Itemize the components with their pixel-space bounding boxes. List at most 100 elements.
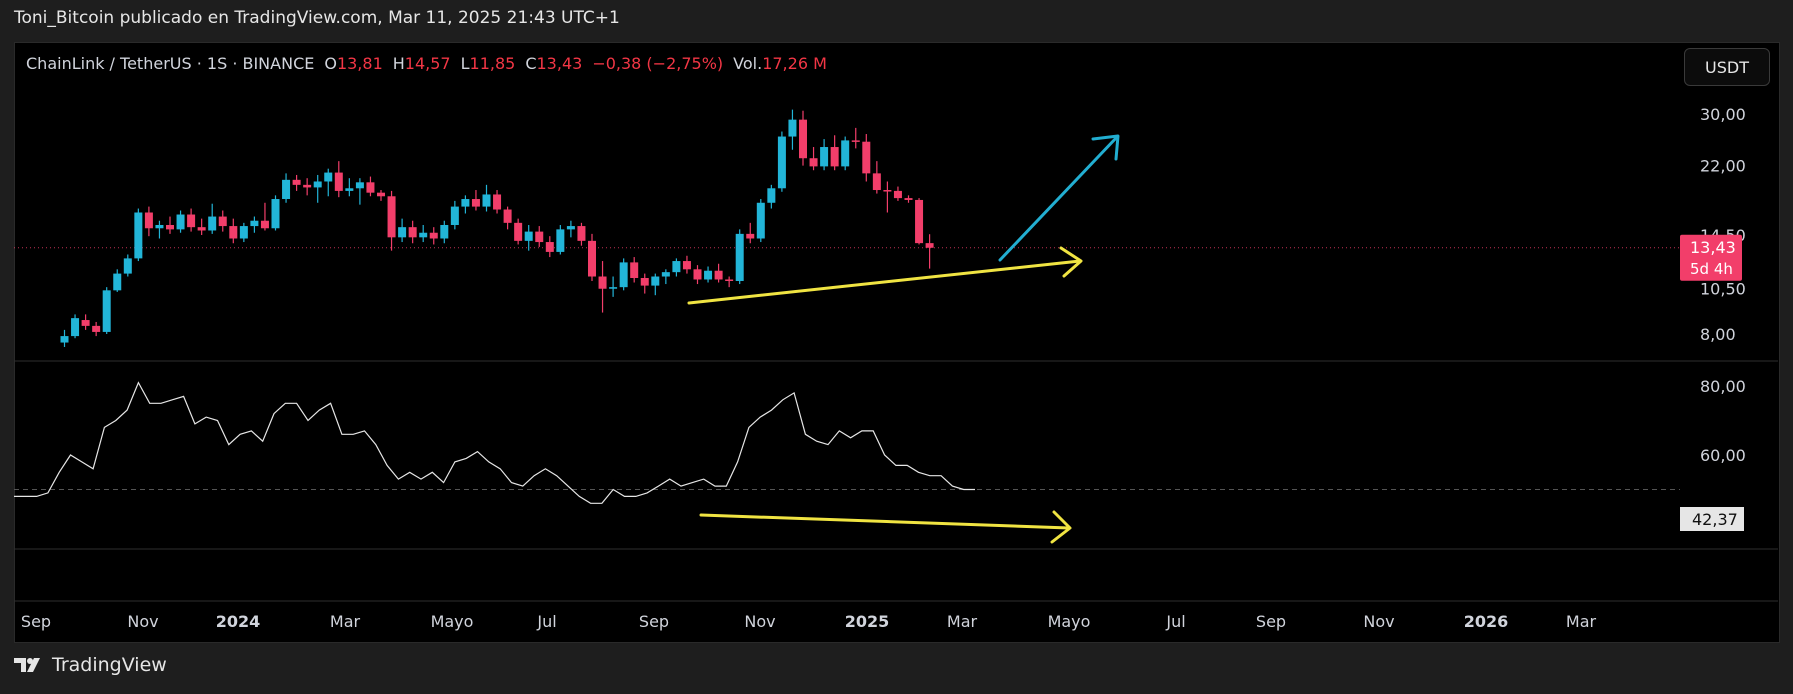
candle xyxy=(144,206,153,237)
candle xyxy=(429,227,438,245)
candle xyxy=(682,255,691,274)
candle-body xyxy=(377,192,385,197)
candle xyxy=(704,266,713,283)
candle xyxy=(134,208,143,262)
candle-body xyxy=(271,199,280,229)
candle xyxy=(767,184,776,209)
candle-body xyxy=(366,182,375,193)
close-label: C xyxy=(525,54,537,73)
volume-value: 17,26 M xyxy=(762,54,827,73)
candle-body xyxy=(229,226,238,239)
tradingview-logo[interactable]: TradingView xyxy=(14,654,167,676)
candle-body xyxy=(197,227,206,231)
candle-body xyxy=(556,229,565,252)
candle xyxy=(693,265,702,285)
open-value: 13,81 xyxy=(336,54,383,73)
candle xyxy=(577,222,586,246)
candle-body xyxy=(260,220,269,229)
low-label: L xyxy=(460,54,470,73)
candle xyxy=(471,190,480,211)
candle xyxy=(556,224,565,255)
price-badge: 13,43 5d 4h xyxy=(1680,234,1742,281)
candle xyxy=(123,254,132,277)
candle-body xyxy=(566,226,575,230)
candle-body xyxy=(830,147,839,167)
change-value: −0,38 (−2,75%) xyxy=(592,54,724,73)
candle xyxy=(303,178,312,196)
rsi-tick-label: 80,00 xyxy=(1700,377,1746,396)
candle xyxy=(545,236,554,258)
candle xyxy=(440,220,449,244)
candle xyxy=(408,220,417,244)
candle xyxy=(820,139,829,171)
rsi-pane xyxy=(14,381,1680,504)
rsi-badge-bg xyxy=(1680,507,1744,531)
candle-body xyxy=(714,270,723,280)
candle-body xyxy=(440,224,449,239)
candle xyxy=(271,195,280,231)
price-badge-bg xyxy=(1680,234,1742,281)
candle xyxy=(208,203,217,234)
time-tick-label: 2025 xyxy=(845,612,890,631)
low-value: 11,85 xyxy=(469,54,516,73)
candle-body xyxy=(176,214,185,230)
high-label: H xyxy=(392,54,405,73)
candle-body xyxy=(767,188,776,203)
candle-body xyxy=(693,269,702,280)
candle xyxy=(377,190,385,201)
chart-frame[interactable] xyxy=(14,42,1780,643)
candle xyxy=(925,234,934,269)
candle xyxy=(260,202,269,231)
candle-body xyxy=(166,224,174,230)
time-tick-label: Nov xyxy=(127,612,158,631)
candle-body xyxy=(862,141,871,174)
candle xyxy=(81,314,90,330)
target-arrowhead xyxy=(1091,134,1120,161)
price-tick-label: 10,50 xyxy=(1700,280,1746,299)
symbol-label[interactable]: ChainLink / TetherUS · 1S · BINANCE xyxy=(26,54,315,73)
candle xyxy=(92,321,101,337)
candle xyxy=(334,161,343,198)
currency-button[interactable]: USDT xyxy=(1684,48,1770,86)
rsi-trendline-arrowhead xyxy=(1050,510,1072,544)
candle-body xyxy=(799,119,807,159)
candle xyxy=(461,195,470,214)
price-pane xyxy=(14,109,1680,347)
rsi-trendline-arrow xyxy=(699,513,1071,530)
candle-body xyxy=(735,233,744,281)
candle xyxy=(535,226,544,247)
candle xyxy=(862,134,871,182)
candle-body xyxy=(334,172,343,191)
candle xyxy=(777,131,786,192)
candle-body xyxy=(535,231,544,243)
price-badge-price: 13,43 xyxy=(1690,238,1736,257)
candle-body xyxy=(187,214,196,228)
candle-body xyxy=(429,232,438,239)
candle-body xyxy=(71,318,80,337)
rsi-line xyxy=(14,381,975,504)
price-tick-label: 8,00 xyxy=(1700,325,1736,344)
candle xyxy=(113,269,122,292)
volume-label: Vol. xyxy=(733,54,763,73)
candle xyxy=(398,218,407,243)
candle-body xyxy=(746,233,755,239)
rsi-badge-value: 42,37 xyxy=(1692,510,1738,529)
candle xyxy=(799,110,807,166)
candle xyxy=(503,206,512,230)
candle xyxy=(872,161,881,194)
candle xyxy=(588,233,596,281)
candle-body xyxy=(113,273,122,291)
candle xyxy=(366,176,375,197)
candle-body xyxy=(651,276,660,286)
candle-body xyxy=(324,172,333,182)
candle-body xyxy=(250,220,259,227)
candle-body xyxy=(872,173,881,191)
target-arrow xyxy=(998,135,1119,262)
candle xyxy=(493,190,502,214)
candle xyxy=(714,263,723,283)
candle xyxy=(102,287,111,334)
candle xyxy=(566,220,575,238)
candle-body xyxy=(134,212,143,259)
candle xyxy=(851,127,860,149)
